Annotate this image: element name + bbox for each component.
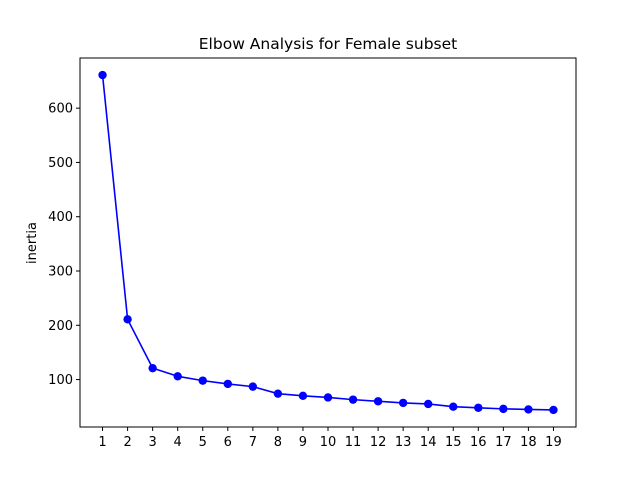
data-point-3 xyxy=(148,363,157,373)
x-tick-label-9: 9 xyxy=(299,435,307,450)
x-tick-label-18: 18 xyxy=(520,435,537,450)
data-point-18 xyxy=(524,405,533,414)
data-point-1 xyxy=(98,70,107,80)
x-tick-label-5: 5 xyxy=(199,435,207,450)
x-tick-label-19: 19 xyxy=(545,435,562,450)
x-tick-label-11: 11 xyxy=(345,435,362,450)
x-tick-label-3: 3 xyxy=(149,435,157,450)
x-tick-label-1: 1 xyxy=(98,435,106,450)
data-point-13 xyxy=(398,398,408,408)
y-tick-label-500: 500 xyxy=(48,156,73,171)
data-point-4 xyxy=(173,372,182,381)
x-tick-label-14: 14 xyxy=(420,435,437,450)
y-tick-label-400: 400 xyxy=(48,210,73,225)
x-tick-label-4: 4 xyxy=(174,435,182,450)
x-tick-label-7: 7 xyxy=(249,435,257,450)
chart-title: Elbow Analysis for Female subset xyxy=(199,35,457,53)
data-point-10 xyxy=(323,393,333,402)
x-tick-label-10: 10 xyxy=(320,435,337,450)
data-point-16 xyxy=(474,403,483,412)
y-tick-label-200: 200 xyxy=(48,319,73,334)
x-tick-label-13: 13 xyxy=(395,435,412,450)
x-tick-label-15: 15 xyxy=(445,435,462,450)
y-tick-label-100: 100 xyxy=(48,373,73,388)
data-point-15 xyxy=(449,402,458,411)
x-tick-label-16: 16 xyxy=(470,435,487,450)
data-point-9 xyxy=(298,391,308,401)
data-point-2 xyxy=(123,315,132,324)
data-point-7 xyxy=(248,382,258,391)
data-point-11 xyxy=(348,395,358,404)
x-tick-label-2: 2 xyxy=(123,435,131,450)
x-tick-label-17: 17 xyxy=(495,435,512,450)
x-tick-label-12: 12 xyxy=(370,435,387,450)
data-point-14 xyxy=(424,399,433,409)
data-point-19 xyxy=(549,405,558,415)
data-point-8 xyxy=(273,389,283,398)
x-tick-label-6: 6 xyxy=(224,435,232,450)
data-point-12 xyxy=(373,397,383,406)
plot-area: 1 2 3 4 5 6 7 8 9 10 11 12 13 14 15 16 17 18 1910020030040… xyxy=(48,57,577,450)
y-tick-label-600: 600 xyxy=(48,102,73,117)
data-point-5 xyxy=(198,376,207,385)
data-point-6 xyxy=(223,379,232,389)
data-point-17 xyxy=(499,404,508,414)
x-tick-label-8: 8 xyxy=(274,435,282,450)
y-axis-label: inertia xyxy=(25,222,40,264)
y-tick-label-300: 300 xyxy=(48,264,73,279)
